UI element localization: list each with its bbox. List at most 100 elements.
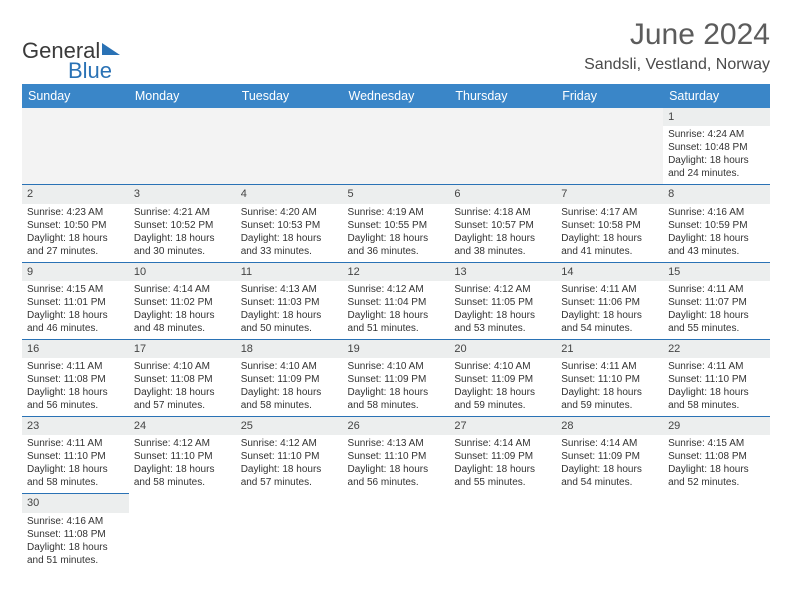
day-info-line: Sunrise: 4:14 AM <box>561 437 658 450</box>
day-info-line: Daylight: 18 hours <box>668 154 765 167</box>
calendar-day-cell: 30Sunrise: 4:16 AMSunset: 11:08 PMDaylig… <box>22 494 129 571</box>
col-friday: Friday <box>556 84 663 108</box>
location-text: Sandsli, Vestland, Norway <box>584 56 770 74</box>
day-info-line: Daylight: 18 hours <box>561 463 658 476</box>
day-number: 3 <box>129 185 236 203</box>
day-info-line: and 38 minutes. <box>454 245 551 258</box>
day-number: 16 <box>22 340 129 358</box>
day-info-line: Sunrise: 4:10 AM <box>348 360 445 373</box>
calendar-day-cell: 27Sunrise: 4:14 AMSunset: 11:09 PMDaylig… <box>449 417 556 494</box>
calendar-day-cell: 20Sunrise: 4:10 AMSunset: 11:09 PMDaylig… <box>449 339 556 416</box>
header: General June 2024 Sandsli, Vestland, Nor… <box>22 18 770 74</box>
day-info-line: Sunset: 10:55 PM <box>348 219 445 232</box>
day-info-line: Sunrise: 4:18 AM <box>454 206 551 219</box>
day-number: 11 <box>236 263 343 281</box>
day-info-line: Sunrise: 4:11 AM <box>668 360 765 373</box>
day-info-line: and 58 minutes. <box>134 476 231 489</box>
col-saturday: Saturday <box>663 84 770 108</box>
day-number: 7 <box>556 185 663 203</box>
day-info-line: and 50 minutes. <box>241 322 338 335</box>
day-info-line: Daylight: 18 hours <box>27 386 124 399</box>
calendar-day-cell <box>129 494 236 571</box>
day-info-line: Sunrise: 4:15 AM <box>668 437 765 450</box>
day-info-line: and 59 minutes. <box>454 399 551 412</box>
col-tuesday: Tuesday <box>236 84 343 108</box>
calendar-day-cell <box>556 108 663 185</box>
day-info-line: Sunset: 11:09 PM <box>454 450 551 463</box>
day-info-line: Sunset: 10:57 PM <box>454 219 551 232</box>
day-info-line: Sunrise: 4:11 AM <box>27 437 124 450</box>
day-info-line: and 58 minutes. <box>348 399 445 412</box>
day-info-line: and 30 minutes. <box>134 245 231 258</box>
calendar-day-cell: 24Sunrise: 4:12 AMSunset: 11:10 PMDaylig… <box>129 417 236 494</box>
calendar-day-cell: 22Sunrise: 4:11 AMSunset: 11:10 PMDaylig… <box>663 339 770 416</box>
calendar-day-cell <box>556 494 663 571</box>
day-info-line: Daylight: 18 hours <box>134 463 231 476</box>
day-info-line: and 52 minutes. <box>668 476 765 489</box>
day-info-line: Daylight: 18 hours <box>134 309 231 322</box>
day-info-line: Sunset: 11:10 PM <box>348 450 445 463</box>
calendar-day-cell <box>343 108 450 185</box>
day-info-line: Daylight: 18 hours <box>668 386 765 399</box>
day-number: 4 <box>236 185 343 203</box>
day-info-line: Sunrise: 4:13 AM <box>241 283 338 296</box>
day-number: 20 <box>449 340 556 358</box>
day-info-line: Sunset: 11:10 PM <box>668 373 765 386</box>
calendar-day-cell: 25Sunrise: 4:12 AMSunset: 11:10 PMDaylig… <box>236 417 343 494</box>
day-number: 28 <box>556 417 663 435</box>
day-info-line: Daylight: 18 hours <box>348 463 445 476</box>
day-info-line: and 51 minutes. <box>348 322 445 335</box>
calendar-day-cell: 1Sunrise: 4:24 AMSunset: 10:48 PMDayligh… <box>663 108 770 185</box>
day-number: 12 <box>343 263 450 281</box>
calendar-week-row: 30Sunrise: 4:16 AMSunset: 11:08 PMDaylig… <box>22 494 770 571</box>
day-info-line: and 48 minutes. <box>134 322 231 335</box>
day-info-line: Daylight: 18 hours <box>454 386 551 399</box>
day-info-line: Sunrise: 4:19 AM <box>348 206 445 219</box>
day-info-line: Sunrise: 4:24 AM <box>668 128 765 141</box>
day-number: 18 <box>236 340 343 358</box>
day-info-line: Sunset: 11:02 PM <box>134 296 231 309</box>
day-info-line: Sunset: 11:04 PM <box>348 296 445 309</box>
day-info-line: Sunset: 10:50 PM <box>27 219 124 232</box>
calendar-day-cell <box>343 494 450 571</box>
day-number: 5 <box>343 185 450 203</box>
day-info-line: and 57 minutes. <box>241 476 338 489</box>
day-info-line: Daylight: 18 hours <box>668 463 765 476</box>
calendar-day-cell <box>663 494 770 571</box>
day-info-line: Daylight: 18 hours <box>668 309 765 322</box>
page-title: June 2024 <box>584 18 770 52</box>
day-number: 6 <box>449 185 556 203</box>
calendar-week-row: 1Sunrise: 4:24 AMSunset: 10:48 PMDayligh… <box>22 108 770 185</box>
day-number: 15 <box>663 263 770 281</box>
day-number: 10 <box>129 263 236 281</box>
day-info-line: Sunrise: 4:15 AM <box>27 283 124 296</box>
day-number: 29 <box>663 417 770 435</box>
day-info-line: Sunrise: 4:16 AM <box>668 206 765 219</box>
day-info-line: Sunrise: 4:11 AM <box>668 283 765 296</box>
day-number: 9 <box>22 263 129 281</box>
day-info-line: Daylight: 18 hours <box>454 232 551 245</box>
page: General June 2024 Sandsli, Vestland, Nor… <box>0 0 792 589</box>
day-info-line: Sunrise: 4:11 AM <box>27 360 124 373</box>
day-info-line: Daylight: 18 hours <box>27 232 124 245</box>
calendar-day-cell: 28Sunrise: 4:14 AMSunset: 11:09 PMDaylig… <box>556 417 663 494</box>
day-info-line: Daylight: 18 hours <box>561 386 658 399</box>
calendar-day-cell: 9Sunrise: 4:15 AMSunset: 11:01 PMDayligh… <box>22 262 129 339</box>
day-info-line: and 55 minutes. <box>454 476 551 489</box>
day-info-line: Sunrise: 4:10 AM <box>134 360 231 373</box>
day-info-line: Sunrise: 4:21 AM <box>134 206 231 219</box>
calendar-header-row: Sunday Monday Tuesday Wednesday Thursday… <box>22 84 770 108</box>
calendar-day-cell <box>449 108 556 185</box>
calendar-day-cell: 21Sunrise: 4:11 AMSunset: 11:10 PMDaylig… <box>556 339 663 416</box>
day-info-line: Sunset: 11:10 PM <box>241 450 338 463</box>
day-info-line: and 33 minutes. <box>241 245 338 258</box>
day-info-line: Sunset: 11:05 PM <box>454 296 551 309</box>
day-info-line: Sunrise: 4:11 AM <box>561 283 658 296</box>
calendar-day-cell: 7Sunrise: 4:17 AMSunset: 10:58 PMDayligh… <box>556 185 663 262</box>
day-info-line: Sunrise: 4:12 AM <box>348 283 445 296</box>
calendar-day-cell: 6 Sunrise: 4:18 AMSunset: 10:57 PMDayligh… <box>449 185 556 262</box>
calendar-week-row: 2Sunrise: 4:23 AMSunset: 10:50 PMDayligh… <box>22 185 770 262</box>
day-info-line: and 53 minutes. <box>454 322 551 335</box>
col-thursday: Thursday <box>449 84 556 108</box>
day-info-line: Sunrise: 4:16 AM <box>27 515 124 528</box>
